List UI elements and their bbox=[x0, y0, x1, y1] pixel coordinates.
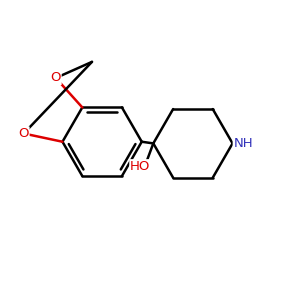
Text: HO: HO bbox=[130, 160, 150, 173]
Text: NH: NH bbox=[233, 137, 253, 150]
Text: O: O bbox=[50, 71, 61, 85]
Text: O: O bbox=[19, 127, 29, 140]
